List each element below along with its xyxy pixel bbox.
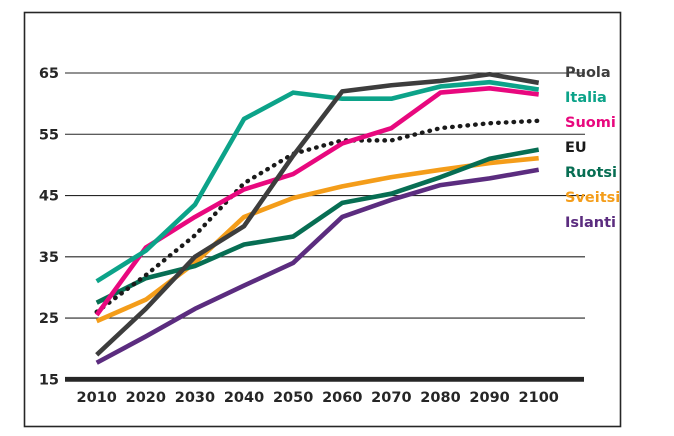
x-tick-label-2060: 2060 bbox=[322, 390, 362, 406]
y-tick-label-35: 35 bbox=[39, 250, 59, 266]
y-tick-label-45: 45 bbox=[39, 189, 59, 205]
legend-label-eu: EU bbox=[565, 140, 587, 156]
series-line-puola bbox=[95, 71, 540, 357]
legend-label-islanti: Islanti bbox=[565, 215, 616, 231]
y-tick-label-65: 65 bbox=[39, 66, 59, 82]
x-tick-label-2040: 2040 bbox=[224, 390, 264, 406]
series-line-islanti bbox=[95, 167, 540, 365]
y-tick-label-25: 25 bbox=[39, 311, 59, 327]
legend-label-ruotsi: Ruotsi bbox=[565, 165, 617, 181]
x-tick-label-2070: 2070 bbox=[371, 390, 411, 406]
x-tick-label-2090: 2090 bbox=[469, 390, 509, 406]
series-line-italia bbox=[95, 79, 540, 284]
series-line-ruotsi bbox=[95, 147, 540, 305]
legend-label-puola: Puola bbox=[565, 65, 611, 81]
x-tick-label-2010: 2010 bbox=[77, 390, 117, 406]
y-tick-label-55: 55 bbox=[39, 127, 59, 143]
series-line-eu bbox=[94, 118, 541, 315]
x-tick-label-2080: 2080 bbox=[420, 390, 460, 406]
x-tick-label-2050: 2050 bbox=[273, 390, 313, 406]
legend-label-suomi: Suomi bbox=[565, 115, 616, 131]
legend-label-italia: Italia bbox=[565, 90, 607, 106]
legend-label-sveitsi: Sveitsi bbox=[565, 190, 620, 206]
chart-frame bbox=[23, 11, 622, 428]
series-line-suomi bbox=[94, 86, 539, 317]
x-tick-label-2100: 2100 bbox=[519, 390, 559, 406]
x-tick-label-2020: 2020 bbox=[126, 390, 166, 406]
y-tick-label-15: 15 bbox=[39, 373, 59, 389]
x-tick-label-2030: 2030 bbox=[175, 390, 215, 406]
